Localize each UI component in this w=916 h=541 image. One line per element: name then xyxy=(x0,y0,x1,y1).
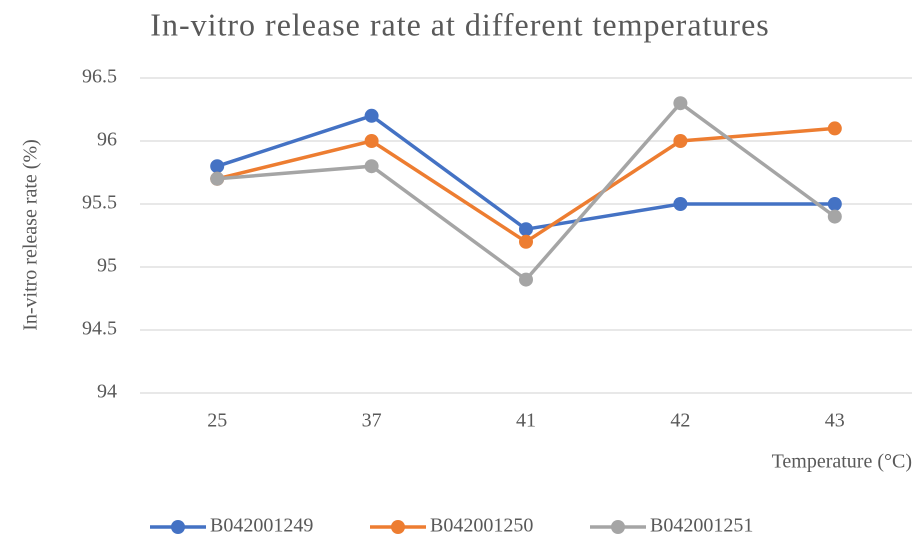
y-tick-label: 96 xyxy=(97,129,117,151)
x-tick-label: 25 xyxy=(207,410,227,432)
y-tick-label: 95 xyxy=(97,255,117,277)
data-point xyxy=(519,234,533,249)
data-point xyxy=(210,159,225,174)
x-tick-label: 41 xyxy=(516,410,536,432)
x-tick-label: 42 xyxy=(670,410,690,432)
legend-marker xyxy=(171,520,185,534)
y-tick-label: 94.5 xyxy=(82,318,117,340)
data-point xyxy=(827,209,842,224)
data-point xyxy=(364,159,379,174)
y-tick-label: 96.5 xyxy=(82,66,117,88)
chart-title: In-vitro release rate at different tempe… xyxy=(150,6,769,42)
data-point xyxy=(827,197,842,211)
data-point xyxy=(519,272,533,287)
x-axis-label: Temperature (°C) xyxy=(772,451,912,473)
y-tick-label: 95.5 xyxy=(82,192,117,214)
data-point xyxy=(673,96,688,111)
data-point xyxy=(519,222,533,237)
legend-marker xyxy=(391,520,405,534)
data-point xyxy=(827,121,842,136)
legend-label: B042001250 xyxy=(430,515,533,537)
data-point xyxy=(210,171,225,186)
legend-marker xyxy=(611,520,625,534)
x-tick-label: 37 xyxy=(362,410,382,432)
x-tick-label: 43 xyxy=(825,410,845,432)
y-axis-label: In-vitro release rate (%) xyxy=(20,139,42,331)
legend-label: B042001251 xyxy=(650,515,753,537)
data-point xyxy=(364,108,379,123)
data-point xyxy=(673,134,688,148)
data-point xyxy=(364,134,379,148)
data-point xyxy=(673,197,688,211)
series-line xyxy=(217,100,836,282)
y-tick-label: 94 xyxy=(97,381,117,403)
legend-label: B042001249 xyxy=(210,515,313,537)
